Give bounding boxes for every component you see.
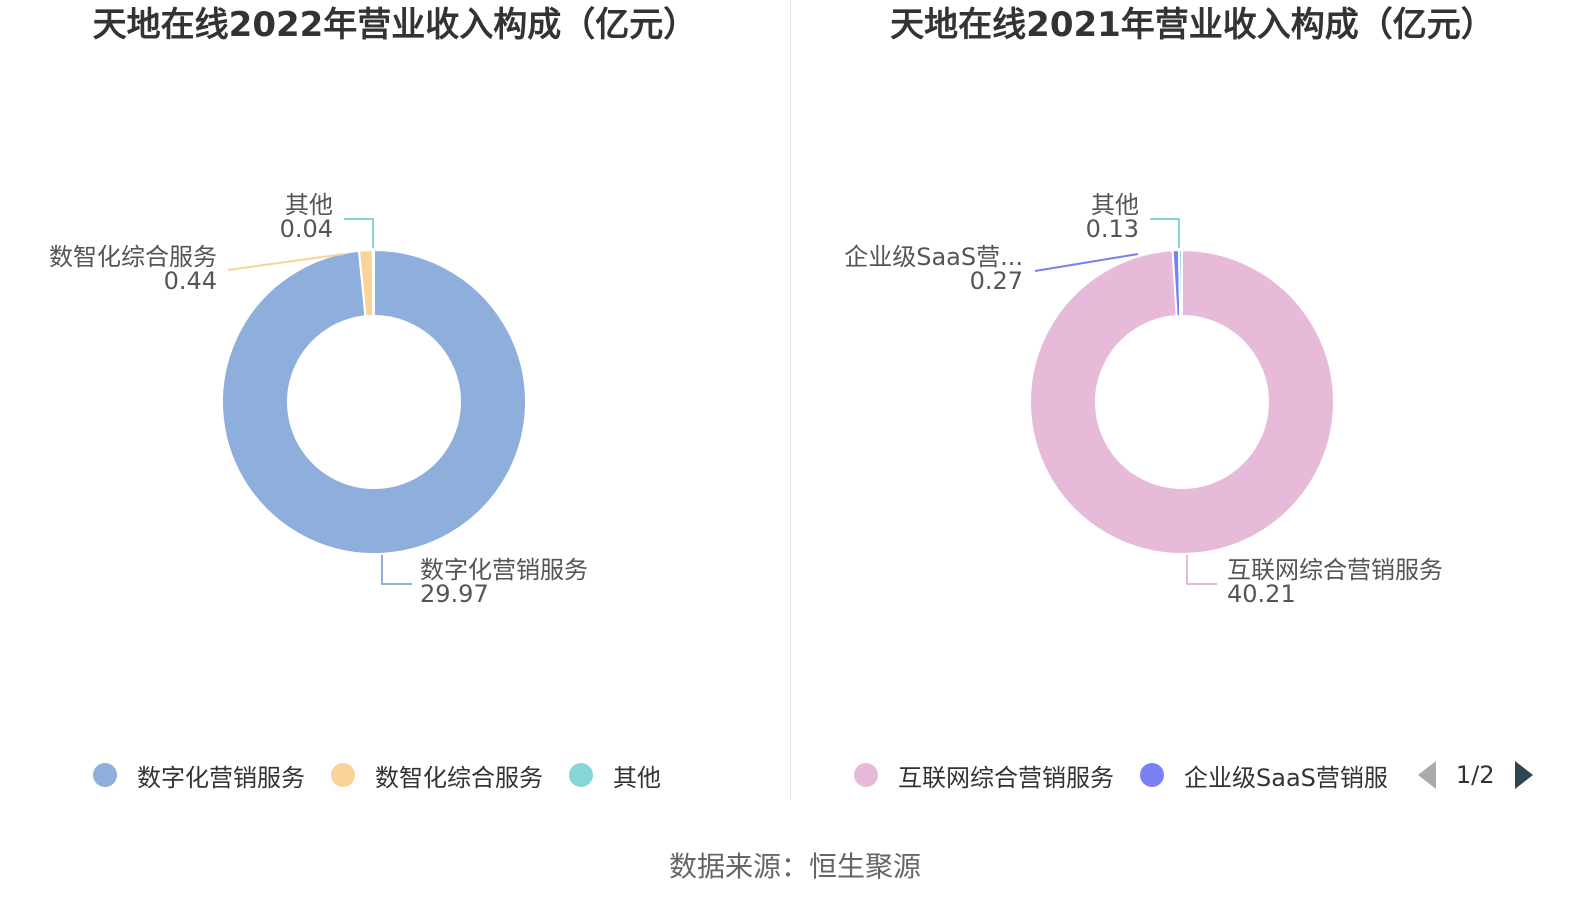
slice-label-value: 0.44: [164, 267, 217, 295]
slice-label-name: 互联网综合营销服务: [1227, 556, 1443, 584]
legend: 互联网综合营销服务 企业级SaaS营销服 1/2: [854, 755, 1533, 795]
previous-page-icon[interactable]: [1417, 761, 1436, 789]
label-leader-line: [227, 253, 345, 271]
legend-item[interactable]: 数智化综合服务: [331, 758, 543, 793]
legend-item[interactable]: 互联网综合营销服务: [854, 758, 1114, 793]
slice-label-value: 0.13: [1086, 215, 1139, 243]
legend-item[interactable]: 数字化营销服务: [93, 758, 305, 793]
legend-label: 数字化营销服务: [137, 763, 305, 792]
legend-marker: [93, 763, 117, 787]
chart-panel-2021: 天地在线2021年营业收入构成（亿元） 互联网综合营销服务 40.21 企业级Saa…: [795, 0, 1590, 820]
legend-marker: [331, 763, 355, 787]
legend-marker: [569, 763, 593, 787]
donut-slice[interactable]: [1177, 248, 1183, 318]
slice-label-value: 40.21: [1227, 580, 1296, 608]
slice-label-name: 企业级SaaS营...: [844, 243, 1023, 271]
label-leader-line: [1150, 218, 1180, 248]
label-leader-line: [381, 555, 412, 585]
legend-item[interactable]: 其他: [569, 758, 661, 793]
donut-slice[interactable]: [371, 248, 375, 318]
label-leader-line: [344, 218, 374, 248]
slice-label-name: 数字化营销服务: [420, 556, 588, 584]
chart-panel-2022: 天地在线2022年营业收入构成（亿元） 数字化营销服务 29.97 数智化综合服务 0…: [0, 0, 790, 820]
legend-item[interactable]: 企业级SaaS营销服: [1140, 758, 1388, 793]
chart-title: 天地在线2022年营业收入构成（亿元）: [92, 5, 698, 45]
legend: 数字化营销服务 数智化综合服务 其他: [93, 755, 687, 795]
legend-marker: [854, 763, 878, 787]
slice-label-name: 其他: [1091, 191, 1139, 219]
label-leader-line: [1186, 555, 1217, 585]
page-indicator: 1/2: [1455, 761, 1495, 789]
legend-label: 数智化综合服务: [375, 763, 543, 792]
slice-label-value: 0.04: [280, 215, 333, 243]
chart-title: 天地在线2021年营业收入构成（亿元）: [890, 5, 1495, 45]
slice-label-value: 0.27: [970, 267, 1023, 295]
slice-label-name: 数智化综合服务: [49, 243, 217, 271]
slice-label-value: 29.97: [420, 580, 489, 608]
slice-label-name: 其他: [285, 191, 333, 219]
donut-slice[interactable]: [221, 248, 527, 555]
legend-label: 互联网综合营销服务: [898, 763, 1114, 792]
panel-divider: [790, 0, 791, 800]
legend-marker: [1140, 763, 1164, 787]
donut-slice[interactable]: [1029, 248, 1335, 555]
label-leader-line: [1034, 253, 1139, 272]
next-page-icon[interactable]: [1514, 761, 1533, 789]
legend-label: 企业级SaaS营销服: [1184, 763, 1388, 792]
legend-label: 其他: [613, 763, 661, 792]
data-source: 数据来源：恒生聚源: [668, 850, 921, 883]
legend-pager: 1/2: [1417, 761, 1533, 789]
